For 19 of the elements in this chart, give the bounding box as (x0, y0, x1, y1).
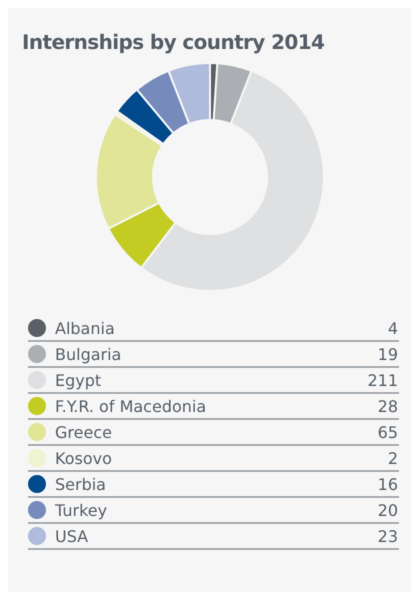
data-label: 2 (388, 449, 398, 468)
data-label: 211 (367, 371, 398, 390)
legend-label: Greece (55, 423, 112, 442)
legend-label: USA (55, 527, 88, 546)
data-label: 23 (378, 527, 398, 546)
data-label: 20 (378, 501, 398, 520)
legend-label: Serbia (55, 475, 106, 494)
data-label: 4 (388, 319, 398, 338)
legend-label: Bulgaria (55, 345, 122, 364)
legend-label: Albania (55, 319, 115, 338)
data-label: 65 (378, 423, 398, 442)
chart-title: Internships by country 2014 (22, 30, 324, 54)
legend-label: Turkey (54, 501, 108, 520)
legend-label: Egypt (55, 371, 102, 390)
data-label: 28 (378, 397, 398, 416)
legend-label: Kosovo (55, 449, 112, 468)
legend-label: F.Y.R. of Macedonia (55, 397, 206, 416)
data-label: 16 (378, 475, 398, 494)
data-label: 19 (378, 345, 398, 364)
